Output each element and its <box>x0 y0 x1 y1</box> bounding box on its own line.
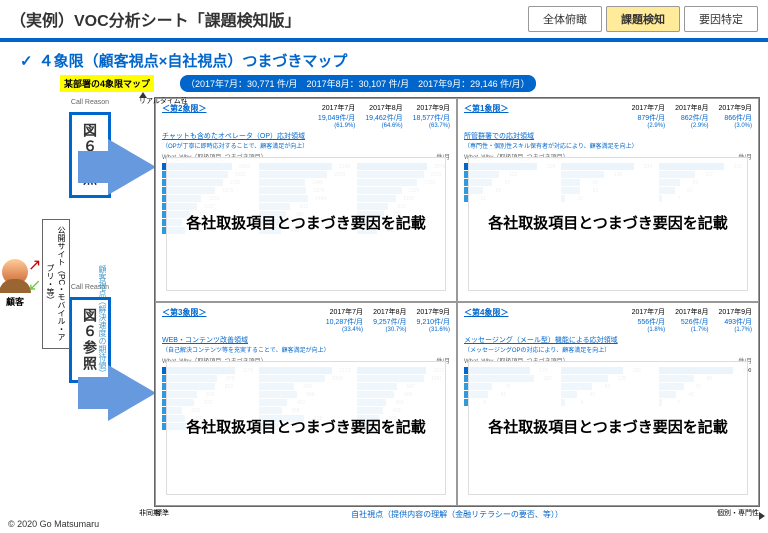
tab-factor[interactable]: 要因特定 <box>684 6 758 32</box>
axis-arrow-right-icon <box>759 512 765 520</box>
axis-y-mid: 顧客視点（解決速度の期待値） <box>97 261 108 381</box>
tabs: 全体俯瞰 課題検知 要因特定 <box>528 6 758 32</box>
axis-arrow-top-icon <box>139 92 147 98</box>
tab-detect[interactable]: 課題検知 <box>606 6 680 32</box>
subheader: ✓４象限（顧客視点×自社視点）つまづきマップ <box>0 42 768 75</box>
call-reason-1: Call Reason <box>71 99 109 106</box>
subheader-text: ✓４象限（顧客視点×自社視点）つまづきマップ <box>20 53 347 70</box>
customer-label: 顧客 <box>6 295 24 308</box>
quadrant-4: ＜第4象限＞2017年7月556件/月(1.8%)2017年8月526件/月(1… <box>457 302 759 506</box>
tab-overview[interactable]: 全体俯瞰 <box>528 6 602 32</box>
quadrant-1: ＜第1象限＞2017年7月879件/月(2.9%)2017年8月862件/月(2… <box>457 98 759 302</box>
copyright: © 2020 Go Matsumaru <box>8 519 99 529</box>
big-arrow-2-icon <box>108 365 156 421</box>
customer-icon <box>2 259 28 285</box>
axis-x: 自社視点（提供内容の理解（金融リテラシーの要否、等）） <box>155 509 759 520</box>
quadrant-grid: リアルタイム性 非同期 顧客視点（解決速度の期待値） 自社視点（提供内容の理解（… <box>154 97 760 507</box>
arrow-up-icon: ↗ <box>28 255 41 275</box>
sync-arrows: ↗ ↙ <box>28 255 41 295</box>
quadrant-2: ＜第2象限＞2017年7月19,049件/月(61.9%)2017年8月19,4… <box>155 98 457 302</box>
big-arrow-1-icon <box>108 139 156 195</box>
channel-label: 公開サイト（PC・モバイル・アプリ・等） <box>42 219 70 349</box>
customer: 顧客 <box>2 259 28 308</box>
axis-x-left: 標準 <box>155 508 169 518</box>
page-title: （実例）VOC分析シート「課題検知版」 <box>10 7 301 31</box>
quadrant-3: ＜第3象限＞2017年7月10,287件/月(33.4%)2017年8月9,25… <box>155 302 457 506</box>
summary-pill: （2017年7月：30,771 件/月 2017年8月：30,107 件/月 2… <box>180 75 536 92</box>
axis-x-right: 個別・専門性 <box>717 508 759 518</box>
main: 某部署の4象限マップ （2017年7月：30,771 件/月 2017年8月：3… <box>0 75 768 507</box>
header: （実例）VOC分析シート「課題検知版」 全体俯瞰 課題検知 要因特定 <box>0 0 768 42</box>
arrow-down-icon: ↙ <box>28 275 41 295</box>
